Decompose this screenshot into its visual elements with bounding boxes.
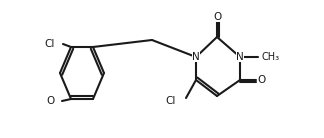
Text: Cl: Cl bbox=[166, 96, 176, 106]
Text: Cl: Cl bbox=[45, 39, 55, 49]
Text: N: N bbox=[192, 52, 200, 62]
Text: CH₃: CH₃ bbox=[262, 52, 280, 62]
Text: O: O bbox=[257, 75, 265, 85]
Text: O: O bbox=[214, 12, 222, 22]
Text: O: O bbox=[47, 96, 55, 106]
Text: N: N bbox=[236, 52, 244, 62]
